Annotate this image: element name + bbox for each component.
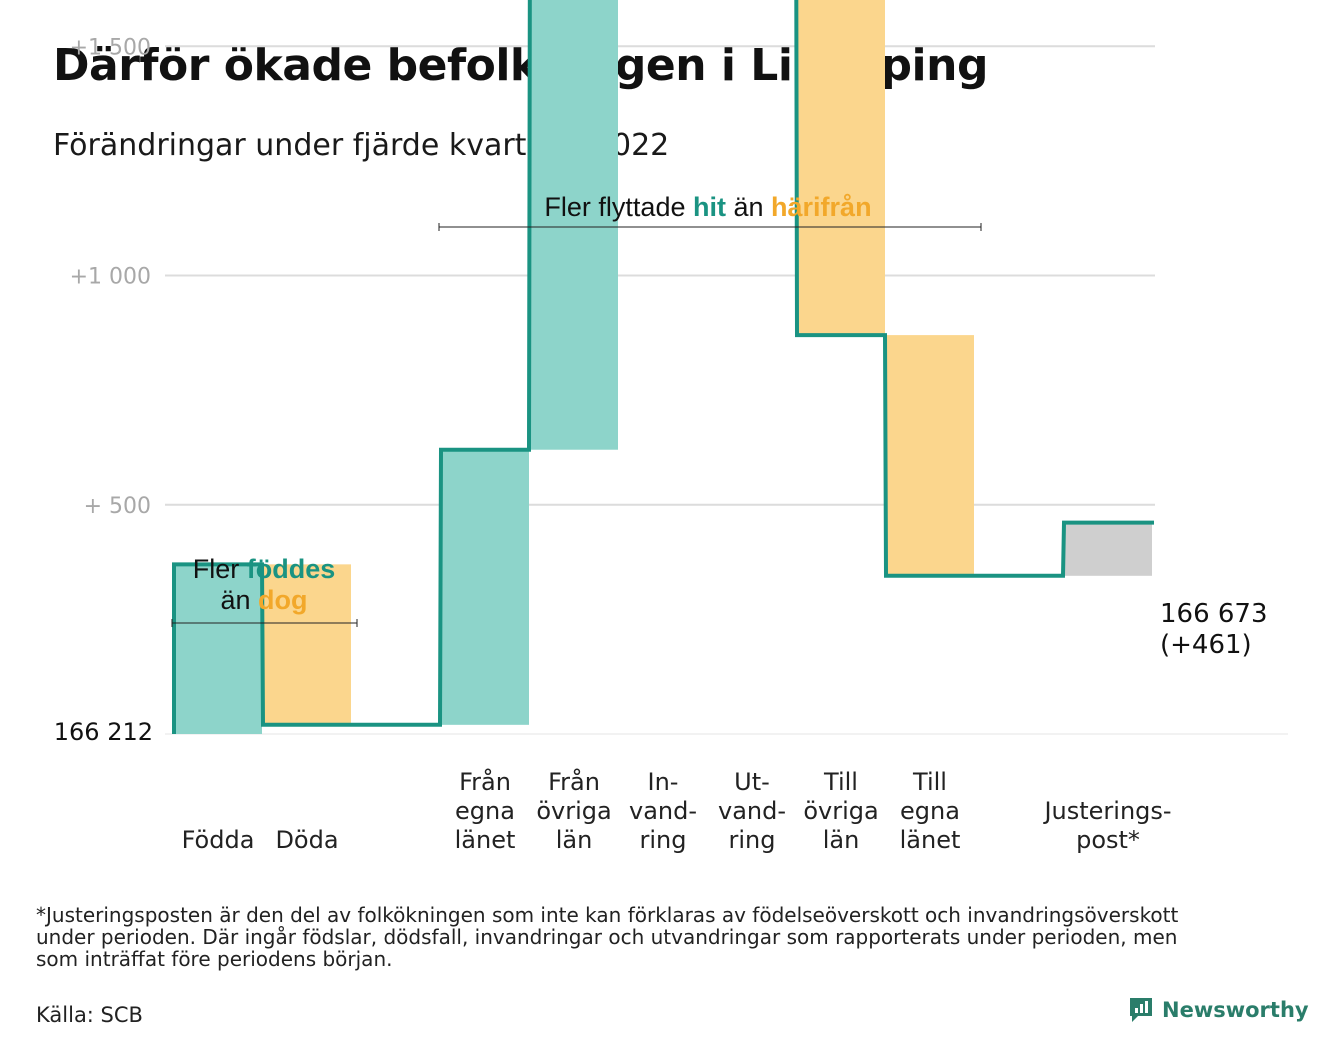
y-tick-label-0: + 500 (84, 494, 151, 519)
migration-annotation-text: Fler flyttade hit än härifrån (544, 192, 871, 222)
category-label-10-0: Justerings- (1042, 797, 1171, 825)
footnote-line-3: som inträffat före periodens början. (36, 947, 393, 971)
category-label-5-0: In- (648, 768, 679, 796)
category-label-6-0: Ut- (734, 768, 770, 796)
waterfall-bar-4 (530, 0, 618, 450)
births-annotation-line2: än dog (220, 585, 307, 615)
waterfall-bar-8 (886, 335, 974, 576)
brand-logo: Newsworthy (1128, 996, 1309, 1024)
y-tick-label-2: +1 500 (70, 35, 151, 60)
category-label-8-2: länet (900, 826, 961, 854)
waterfall-bar-10 (1064, 522, 1152, 576)
end-change-label: (+461) (1160, 630, 1252, 660)
category-label-4-0: Från (548, 767, 600, 796)
waterfall-chart: + 500+1 000+1 500+2 000FöddaDödaFrånegna… (54, 0, 1288, 854)
category-label-8-1: egna (900, 797, 960, 825)
category-label-8-0: Till (912, 768, 947, 796)
category-label-6-1: vand- (718, 797, 786, 825)
category-label-3-0: Från (459, 767, 511, 796)
line-layer (172, 0, 1154, 734)
start-value-label: 166 212 (54, 718, 153, 746)
grid-layer (165, 45, 1288, 735)
category-label-7-2: län (823, 826, 860, 854)
category-label-10-1: post* (1076, 826, 1140, 854)
category-label-7-0: Till (823, 768, 858, 796)
newsworthy-logo-icon (1130, 998, 1152, 1022)
bar-layer (174, 0, 1152, 734)
cumulative-step-line (172, 0, 1154, 734)
category-label-3-1: egna (455, 797, 515, 825)
category-label-1-0: Döda (275, 826, 338, 854)
category-label-0-0: Födda (182, 826, 255, 854)
waterfall-bar-7 (797, 0, 885, 336)
y-tick-label-1: +1 000 (70, 265, 151, 290)
waterfall-bar-0 (174, 564, 262, 734)
migration-annotation: Fler flyttade hit än härifrån (438, 192, 982, 231)
source-label: Källa: SCB (36, 1003, 143, 1027)
footnote: *Justeringsposten är den del av folkökni… (36, 904, 1316, 970)
category-label-4-2: län (556, 826, 593, 854)
category-label-6-2: ring (729, 826, 776, 854)
category-label-5-2: ring (640, 826, 687, 854)
births-deaths-annotation: Fler föddes än dog (171, 554, 358, 627)
category-label-4-1: övriga (536, 797, 611, 825)
category-label-5-1: vand- (629, 797, 697, 825)
category-label-3-2: länet (455, 826, 516, 854)
end-value-label: 166 673 (1160, 599, 1268, 629)
waterfall-bar-3 (441, 449, 529, 725)
footnote-line-1: *Justeringsposten är den del av folkökni… (36, 903, 1179, 927)
category-label-7-1: övriga (803, 797, 878, 825)
waterfall-bar-1 (263, 564, 351, 725)
brand-name: Newsworthy (1162, 998, 1309, 1022)
label-layer: + 500+1 000+1 500+2 000FöddaDödaFrånegna… (70, 35, 1172, 854)
footnote-line-2: under perioden. Där ingår födslar, dödsf… (36, 925, 1178, 949)
births-annotation-line1: Fler föddes (193, 554, 336, 584)
